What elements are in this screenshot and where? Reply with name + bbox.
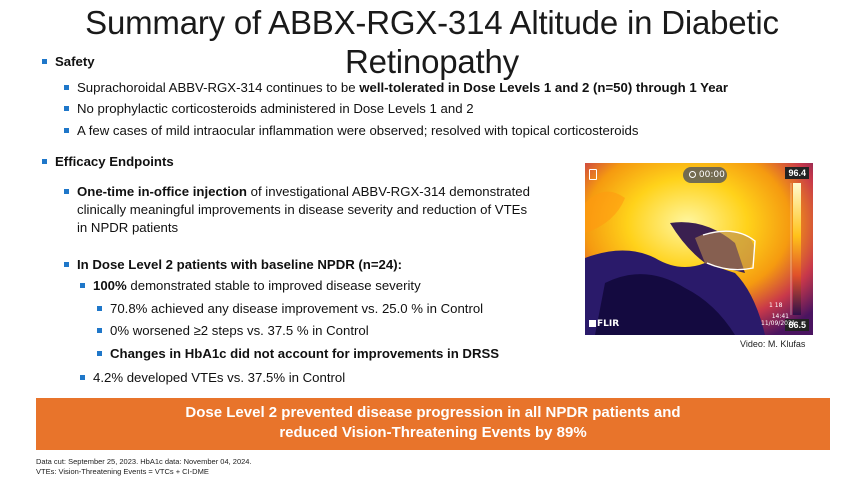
stable-text: demonstrated stable to improved disease …	[126, 278, 421, 293]
counter-value: 1	[769, 302, 773, 309]
bullet-marker	[42, 159, 47, 164]
sub-item-3-text: Changes in HbA1c did not account for imp…	[110, 346, 500, 361]
bullet-marker	[42, 59, 47, 64]
sub-item-1: 70.8% achieved any disease improvement v…	[97, 300, 484, 318]
banner-line-1: Dose Level 2 prevented disease progressi…	[185, 404, 681, 421]
flir-brand-text: FLIR	[597, 319, 620, 329]
injection-line-2: clinically meaningful improvements in di…	[77, 202, 528, 217]
sub-item-2: 0% worsened ≥2 steps vs. 37.5 % in Contr…	[97, 322, 369, 340]
bullet-marker	[64, 128, 69, 133]
flir-logo-icon	[589, 320, 596, 327]
bullet-marker	[64, 262, 69, 267]
counter-readout: 1 18	[769, 302, 782, 309]
safety-item-2-text: No prophylactic corticosteroids administ…	[77, 101, 474, 116]
bullet-marker	[97, 306, 102, 311]
timestamp: 14:41 11/09/2021	[761, 313, 796, 327]
safety-item-1-text: Suprachoroidal ABBV-RGX-314 continues to…	[77, 80, 360, 95]
recording-timer: 00:00	[683, 167, 727, 183]
bullet-marker	[97, 328, 102, 333]
injection-line-3: in NPDR patients	[77, 220, 179, 235]
dose2-heading: In Dose Level 2 patients with baseline N…	[64, 256, 403, 274]
injection-line-1: of investigational ABBV-RGX-314 demonstr…	[246, 184, 530, 199]
efficacy-injection: One-time in-office injection of investig…	[64, 183, 530, 237]
stable-item: 100% demonstrated stable to improved dis…	[80, 277, 421, 295]
date-text: 11/09/2021	[761, 320, 796, 327]
vte-item-text: 4.2% developed VTEs vs. 37.5% in Control	[93, 370, 346, 385]
bullet-marker	[80, 375, 85, 380]
efficacy-heading-text: Efficacy Endpoints	[55, 154, 174, 169]
bullet-marker	[64, 106, 69, 111]
timer-text: 00:00	[698, 170, 725, 180]
video-credit: Video: M. Klufas	[740, 339, 806, 349]
flir-logo: FLIR	[589, 319, 619, 329]
footnote-vte-definition: VTEs: Vision-Threatening Events = VTCs +…	[36, 467, 209, 476]
slide-title: Summary of ABBX-RGX-314 Altitude in Diab…	[40, 3, 824, 81]
footnote-data-cut: Data cut: September 25, 2023. HbA1c data…	[36, 457, 252, 466]
safety-item-1-bold: well-tolerated in Dose Levels 1 and 2 (n…	[359, 80, 729, 95]
bullet-marker	[64, 189, 69, 194]
dose2-heading-text: In Dose Level 2 patients with baseline N…	[77, 257, 403, 272]
stable-bold: 100%	[93, 278, 127, 293]
vte-item: 4.2% developed VTEs vs. 37.5% in Control	[80, 369, 346, 387]
efficacy-heading: Efficacy Endpoints	[42, 153, 174, 171]
conclusion-banner: Dose Level 2 prevented disease progressi…	[36, 398, 830, 450]
record-icon	[689, 171, 696, 178]
safety-heading: Safety	[42, 53, 95, 71]
temp-min-label: 86.5	[785, 319, 809, 331]
bullet-marker	[80, 283, 85, 288]
temperature-scale	[793, 183, 801, 315]
temp-max-label: 96.4	[785, 167, 809, 179]
injection-bold: One-time in-office injection	[77, 184, 247, 199]
sub-item-1-text: 70.8% achieved any disease improvement v…	[110, 301, 484, 316]
safety-heading-text: Safety	[55, 54, 95, 69]
time-text: 14:41	[771, 313, 789, 320]
banner-line-2: reduced Vision-Threatening Events by 89%	[279, 424, 587, 441]
safety-item-3-text: A few cases of mild intraocular inflamma…	[77, 123, 639, 138]
thermal-scene	[585, 163, 813, 335]
bullet-marker	[64, 85, 69, 90]
safety-item-1: Suprachoroidal ABBV-RGX-314 continues to…	[64, 79, 729, 97]
counter-suffix: 18	[774, 302, 783, 309]
battery-icon	[589, 169, 597, 180]
sub-item-2-text: 0% worsened ≥2 steps vs. 37.5 % in Contr…	[110, 323, 369, 338]
title-line-2: Retinopathy	[345, 43, 519, 80]
sub-item-3: Changes in HbA1c did not account for imp…	[97, 345, 500, 363]
safety-item-3: A few cases of mild intraocular inflamma…	[64, 122, 639, 140]
title-line-1: Summary of ABBX-RGX-314 Altitude in Diab…	[85, 4, 779, 41]
bullet-marker	[97, 351, 102, 356]
safety-item-2: No prophylactic corticosteroids administ…	[64, 100, 474, 118]
thermal-camera-image: 00:00 96.4 86.5 FLIR 1 18 14:41 11/09/20…	[585, 163, 813, 335]
